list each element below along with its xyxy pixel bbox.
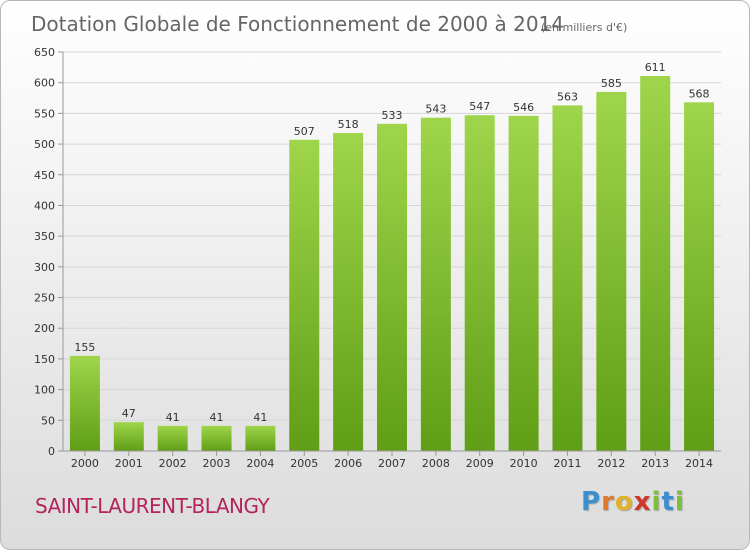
y-axis: 0 50 100 150 200 250 300 350 400 450 500 550 600 650 — [34, 46, 64, 458]
bar-2002 — [157, 425, 188, 451]
value-label-2002: 41 — [166, 411, 180, 424]
commune-name: SAINT-LAURENT-BLANGY — [35, 494, 270, 518]
logo-letter: P — [581, 487, 602, 517]
bar-2001 — [113, 422, 144, 451]
bar-2000 — [69, 355, 100, 451]
y-tick-label: 550 — [34, 107, 55, 120]
bar-2012 — [596, 91, 627, 452]
value-label-2011: 563 — [557, 90, 578, 103]
logo-letter: r — [601, 487, 615, 517]
y-tick-label: 250 — [34, 292, 55, 305]
x-tick-label-2004: 2004 — [246, 457, 274, 470]
y-tick-label: 400 — [34, 199, 55, 212]
x-tick-label-2014: 2014 — [685, 457, 713, 470]
value-label-2013: 611 — [645, 61, 666, 74]
value-label-2006: 518 — [338, 118, 359, 131]
logo-letter: i — [651, 487, 662, 517]
y-tick-label: 600 — [34, 77, 55, 90]
y-tick-label: 200 — [34, 322, 55, 335]
value-label-2001: 47 — [122, 407, 136, 420]
bar-2014 — [684, 102, 715, 451]
bar-2003 — [201, 425, 232, 451]
value-label-2003: 41 — [210, 411, 224, 424]
bar-2008 — [420, 117, 451, 451]
y-tick-label: 500 — [34, 138, 55, 151]
logo-letter: x — [633, 487, 652, 517]
x-tick-label-2012: 2012 — [597, 457, 625, 470]
value-label-2004: 41 — [253, 411, 267, 424]
y-tick-label: 450 — [34, 169, 55, 182]
y-tick-label: 50 — [41, 414, 55, 427]
bar-2007 — [377, 123, 407, 451]
bar-2011 — [552, 105, 583, 452]
logo-letter: o — [614, 487, 634, 517]
bar-2013 — [640, 75, 671, 451]
x-axis: 2000 2001 2002 2003 2004 2005 2006 2007 2008 2009… — [63, 450, 721, 470]
proxiti-logo: Proxiti — [581, 487, 685, 517]
x-tick-label-2001: 2001 — [115, 457, 143, 470]
x-tick-label-2000: 2000 — [71, 457, 99, 470]
value-label-2000: 155 — [74, 341, 95, 354]
x-tick-label-2002: 2002 — [159, 457, 187, 470]
y-tick-label: 150 — [34, 353, 55, 366]
value-label-2010: 546 — [513, 101, 534, 114]
x-tick-label-2007: 2007 — [378, 457, 406, 470]
y-tick-label: 650 — [34, 46, 55, 59]
x-tick-label-2003: 2003 — [203, 457, 231, 470]
bar-2009 — [464, 115, 495, 452]
chart-unit: (en milliers d'€) — [541, 21, 627, 34]
bar-2005 — [289, 139, 320, 451]
x-tick-label-2009: 2009 — [466, 457, 494, 470]
value-label-2012: 585 — [601, 77, 622, 90]
x-tick-label-2011: 2011 — [553, 457, 581, 470]
y-tick-label: 100 — [34, 384, 55, 397]
y-tick-label: 0 — [48, 445, 55, 458]
value-label-2014: 568 — [689, 87, 710, 100]
value-label-2007: 533 — [382, 109, 403, 122]
logo-letter: i — [674, 487, 685, 517]
x-tick-label-2006: 2006 — [334, 457, 362, 470]
y-tick-label: 350 — [34, 230, 55, 243]
bar-2006 — [333, 133, 364, 451]
logo-letter: t — [661, 487, 675, 517]
value-label-2005: 507 — [294, 125, 315, 138]
value-label-2008: 543 — [425, 103, 446, 116]
x-tick-label-2005: 2005 — [290, 457, 318, 470]
bar-2004 — [245, 425, 276, 451]
value-label-2009: 547 — [469, 100, 490, 113]
x-tick-label-2013: 2013 — [641, 457, 669, 470]
chart-title: Dotation Globale de Fonctionnement de 20… — [31, 12, 564, 36]
x-tick-label-2010: 2010 — [510, 457, 538, 470]
x-tick-label-2008: 2008 — [422, 457, 450, 470]
y-tick-label: 300 — [34, 261, 55, 274]
bar-2010 — [508, 115, 539, 451]
bars: 155 47 41 41 41 507 518 533 543 547 546 563 585 611 56… — [69, 61, 715, 452]
